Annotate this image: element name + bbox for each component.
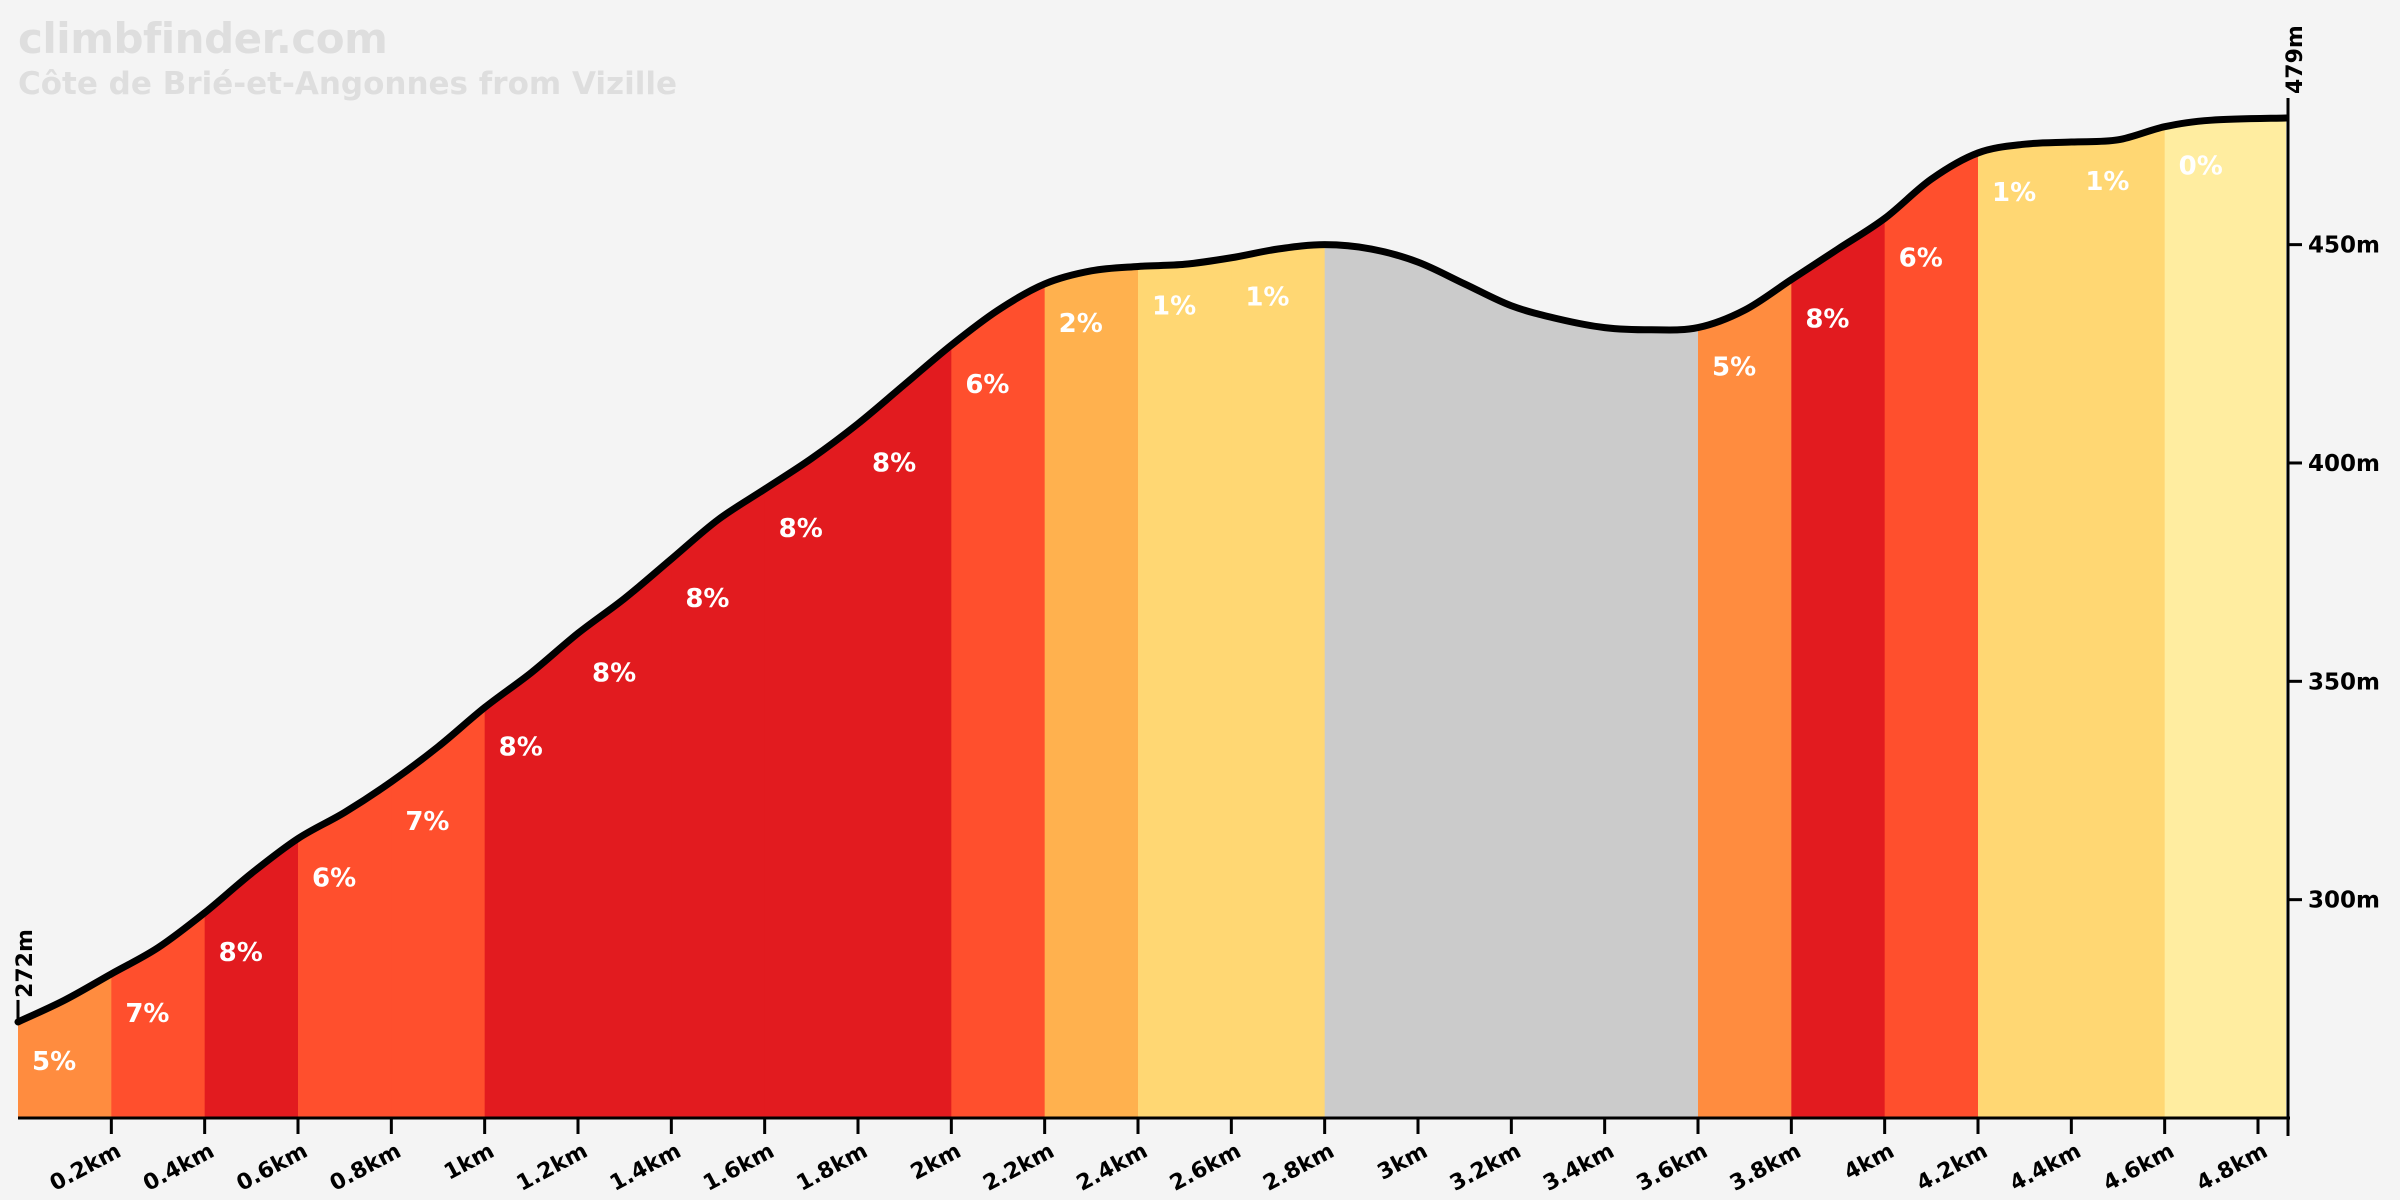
gradient-segment-9 [764, 118, 859, 1118]
x-tick-label-10: 2km [907, 1139, 965, 1186]
gradient-label-19: 1% [1992, 178, 2036, 208]
gradient-segment-12 [1044, 118, 1139, 1118]
x-tick-label-19: 3.8km [1726, 1139, 1805, 1197]
x-tick-label-11: 2.2km [979, 1139, 1058, 1197]
x-tick-label-13: 2.6km [1166, 1139, 1245, 1197]
chart-title: Côte de Brié-et-Angonnes from Vizille [18, 66, 677, 102]
gradient-label-18: 6% [1899, 243, 1943, 273]
gradient-label-7: 8% [592, 658, 636, 688]
x-tick-label-3: 0.6km [233, 1139, 312, 1197]
x-tick-label-14: 2.8km [1259, 1139, 1338, 1197]
y-tick-label-1: 300m [2308, 888, 2380, 914]
gradient-label-1: 5% [32, 1047, 76, 1077]
x-tick-label-15: 3km [1374, 1139, 1432, 1186]
y-tick-label-4: 450m [2308, 233, 2380, 259]
gradient-segment-21 [2164, 118, 2286, 1118]
gradient-label-21: 0% [2179, 152, 2223, 182]
x-tick-label-17: 3.4km [1539, 1139, 1618, 1197]
gradient-label-3: 8% [219, 938, 263, 968]
x-tick-label-2: 0.4km [139, 1139, 218, 1197]
gradient-segment-16 [1698, 118, 1792, 1118]
x-tick-label-16: 3.2km [1446, 1139, 1525, 1197]
x-tick-label-22: 4.4km [2006, 1139, 2085, 1197]
gradient-label-9: 8% [779, 514, 823, 544]
gradient-segments [18, 118, 2286, 1118]
gradient-segment-6 [484, 118, 579, 1118]
x-tick-label-4: 0.8km [326, 1139, 405, 1197]
x-tick-label-5: 1km [440, 1139, 498, 1186]
gradient-segment-13 [1138, 118, 1232, 1118]
gradient-segment-20 [2071, 118, 2166, 1118]
y-tick-label-2: 350m [2308, 669, 2380, 695]
gradient-segment-17 [1791, 118, 1886, 1118]
gradient-label-17: 8% [1805, 305, 1849, 335]
x-tick-label-1: 0.2km [46, 1139, 125, 1197]
gradient-segment-18 [1884, 118, 1979, 1118]
gradient-label-10: 8% [872, 449, 916, 479]
gradient-label-8: 8% [685, 584, 729, 614]
gradient-segment-2 [111, 118, 206, 1118]
elevation-profile-line [14, 114, 2290, 1026]
x-tick-label-24: 4.8km [2193, 1139, 2272, 1197]
gradient-segment-15 [1324, 118, 1699, 1118]
gradient-label-5: 7% [405, 807, 449, 837]
gradient-label-13: 1% [1152, 291, 1196, 321]
gradient-segment-4 [298, 118, 392, 1118]
gradient-segment-19 [1978, 118, 2072, 1118]
gradient-label-4: 6% [312, 864, 356, 894]
x-tick-label-6: 1.2km [513, 1139, 592, 1197]
gradient-segment-7 [578, 118, 672, 1118]
gradient-label-16: 5% [1712, 353, 1756, 383]
x-tick-label-7: 1.4km [606, 1139, 685, 1197]
axes: 0.2km 0.4km 0.6km 0.8km 1km 1.2km 1.4km 1.6km 1.… [13, 25, 2380, 1197]
start-elevation-label: 272m [13, 929, 38, 998]
x-tick-label-20: 4km [1840, 1139, 1898, 1186]
y-tick-label-3: 400m [2308, 451, 2380, 477]
x-tick-label-18: 3.6km [1633, 1139, 1712, 1197]
gradient-label-14: 1% [1245, 283, 1289, 313]
x-tick-label-12: 2.4km [1073, 1139, 1152, 1197]
gradient-label-6: 8% [499, 733, 543, 763]
x-tick-label-8: 1.6km [699, 1139, 778, 1197]
x-tick-label-21: 4.2km [1913, 1139, 1992, 1197]
x-tick-label-9: 1.8km [793, 1139, 872, 1197]
gradient-segment-11 [951, 118, 1046, 1118]
gradient-label-11: 6% [965, 370, 1009, 400]
gradient-segment-10 [858, 118, 952, 1118]
gradient-label-20: 1% [2085, 167, 2129, 197]
gradient-labels: 5% 7% 8% 6% 7% 8% 8% 8% 8% 8% 6% 2% 1% 1% 5% 8% 6% 1% 1% 0% [32, 152, 2223, 1077]
gradient-label-2: 7% [125, 999, 169, 1029]
gradient-label-12: 2% [1059, 309, 1103, 339]
x-tick-label-23: 4.6km [2099, 1139, 2178, 1197]
gradient-segment-14 [1231, 118, 1326, 1118]
brand-logo-text: climbfinder.com [18, 14, 388, 63]
gradient-segment-5 [391, 118, 486, 1118]
end-elevation-label: 479m [2283, 25, 2308, 94]
